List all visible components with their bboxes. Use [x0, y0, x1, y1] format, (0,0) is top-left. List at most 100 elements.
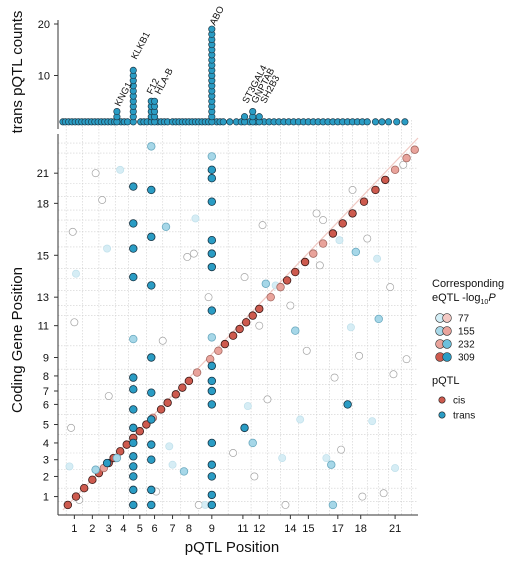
trans-point [147, 353, 156, 362]
trans-point [129, 272, 138, 282]
faint-point [165, 442, 174, 451]
faint-point [346, 323, 355, 332]
faint-point [250, 472, 259, 481]
trans-point [147, 388, 156, 397]
gene-label-abo: ABO [208, 5, 227, 28]
cis-point [135, 427, 145, 436]
trans-point [147, 415, 156, 424]
legend: Corresponding eQTL -log10P 77 155 232 309 p… [432, 278, 504, 422]
cis-point [328, 229, 338, 238]
x-tick-label: 8 [186, 523, 192, 535]
faint-point [358, 492, 367, 501]
faint-point [330, 373, 339, 382]
cis-point [156, 405, 166, 414]
y-tick-label: 7 [43, 386, 49, 398]
trans-point [207, 438, 217, 448]
faint-point [255, 321, 264, 330]
faint-point [399, 160, 408, 169]
trans-point [179, 467, 189, 476]
faint-point [348, 185, 357, 194]
cis-point [348, 209, 357, 218]
trans-point [248, 438, 257, 448]
x-tick-label: 6 [151, 523, 157, 535]
x-tick-label: 15 [302, 523, 314, 535]
gene-label-klkb1: KLKB1 [129, 30, 153, 61]
faint-point [322, 454, 331, 462]
histogram-dot [208, 25, 216, 33]
trans-point [207, 376, 217, 386]
faint-point [67, 423, 76, 432]
faint-point [72, 269, 80, 278]
trans-point [129, 182, 138, 191]
top-y-tick-label: 20 [38, 19, 50, 31]
cis-point [309, 249, 318, 258]
faint-point [104, 392, 113, 400]
x-tick-label: 1 [71, 523, 77, 535]
y-tick-label: 4 [43, 438, 49, 450]
x-tick-label: 3 [106, 523, 112, 535]
histogram-dot [249, 108, 257, 116]
cis-point [184, 376, 194, 386]
trans-point [129, 472, 138, 481]
trans-point [261, 279, 271, 288]
faint-point [302, 346, 311, 355]
trans-point [327, 460, 336, 469]
trans-point [207, 236, 217, 245]
trans-point [207, 460, 217, 469]
cis-point [282, 276, 292, 285]
faint-point [389, 370, 398, 379]
faint-point [312, 209, 321, 218]
y-tick-label: 5 [43, 420, 49, 432]
histogram-dot [240, 113, 249, 121]
y-tick-label: 21 [37, 168, 49, 180]
cis-point [241, 318, 251, 327]
faint-point [379, 489, 388, 498]
cis-point [192, 368, 202, 377]
trans-point [240, 423, 249, 433]
faint-point [65, 462, 74, 471]
histogram-dot [401, 118, 409, 126]
faint-point [337, 445, 346, 454]
y-tick-label: 11 [38, 321, 49, 333]
trans-point [147, 440, 156, 449]
cis-point [402, 153, 411, 163]
trans-point [207, 249, 217, 258]
x-tick-label: 9 [209, 523, 215, 535]
y-tick-label: 15 [37, 250, 49, 262]
faint-point [355, 351, 364, 360]
trans-point [207, 165, 217, 175]
faint-point [194, 500, 203, 509]
trans-point [91, 465, 100, 474]
faint-point [243, 402, 252, 411]
grid [58, 120, 418, 515]
trans-point [207, 472, 217, 481]
trans-point [207, 333, 217, 342]
top-y-tick-label: 10 [38, 71, 50, 83]
trans-point [207, 174, 217, 183]
trans-point [129, 385, 138, 394]
legend-type-swatch [438, 396, 446, 404]
histogram-dot [393, 118, 401, 126]
faint-point [402, 355, 411, 364]
cis-point [338, 219, 347, 228]
histogram-dot [378, 118, 386, 126]
faint-point [98, 196, 107, 204]
cis-point [381, 175, 390, 185]
cis-point [291, 267, 300, 277]
x-tick-label: 5 [137, 523, 143, 535]
faint-point [103, 244, 112, 253]
x-tick-label: 17 [332, 523, 344, 535]
faint-point [363, 234, 372, 243]
x-tick-label: 7 [169, 523, 175, 535]
trans-point [147, 281, 156, 290]
cis-point [248, 311, 257, 320]
y-tick-label: 8 [43, 371, 49, 383]
main-y-axis-title: Coding Gene Position [9, 267, 26, 413]
x-tick-label: 2 [89, 523, 95, 535]
trans-point [291, 326, 300, 335]
trans-point [207, 197, 217, 206]
faint-point [258, 221, 267, 230]
cis-point [115, 447, 125, 456]
trans-point [207, 361, 217, 371]
